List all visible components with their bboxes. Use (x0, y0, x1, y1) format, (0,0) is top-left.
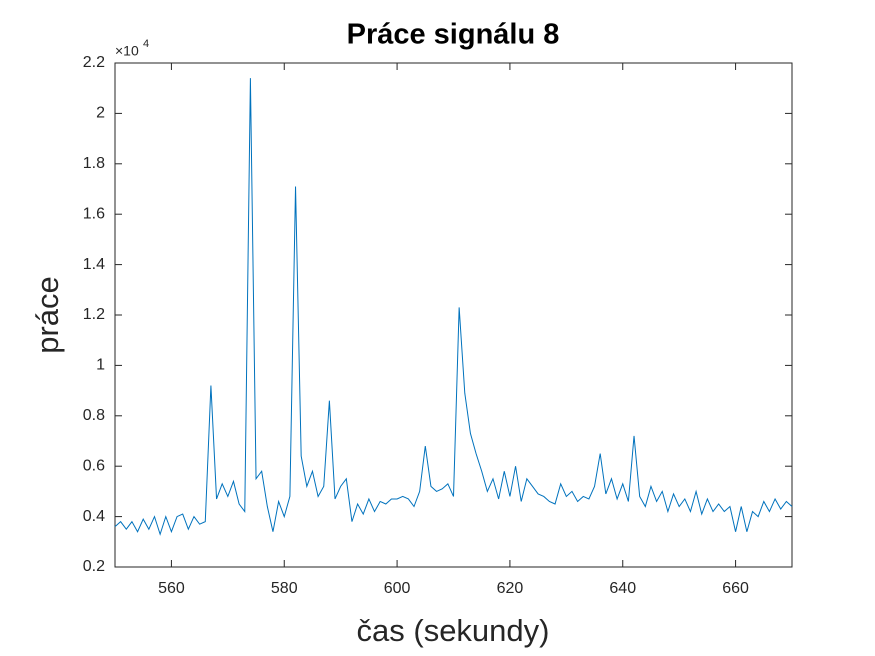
y-tick-label: 0.2 (83, 558, 105, 575)
y-tick-label: 0.8 (83, 407, 105, 424)
y-tick-label: 0.6 (83, 457, 105, 474)
y-tick-label: 1 (96, 357, 105, 374)
x-tick-label: 620 (497, 580, 524, 597)
y-tick-label: 0.4 (83, 508, 105, 525)
y-tick-label: 1.8 (83, 155, 105, 172)
y-axis-label: práce (30, 276, 65, 354)
y-multiplier-exponent: 4 (143, 38, 149, 50)
x-tick-label: 660 (722, 580, 749, 597)
y-tick-label: 2 (96, 105, 105, 122)
x-tick-label: 580 (271, 580, 298, 597)
y-multiplier: ×10 (115, 43, 139, 59)
x-tick-label: 640 (609, 580, 636, 597)
x-tick-label: 560 (158, 580, 185, 597)
x-tick-label: 600 (384, 580, 411, 597)
chart-title: Práce signálu 8 (347, 19, 560, 51)
y-tick-label: 1.6 (83, 205, 105, 222)
x-axis-label: čas (sekundy) (357, 613, 550, 648)
y-tick-label: 2.2 (83, 54, 105, 71)
y-tick-label: 1.2 (83, 306, 105, 323)
data-line (114, 78, 793, 536)
y-tick-label: 1.4 (83, 256, 105, 273)
